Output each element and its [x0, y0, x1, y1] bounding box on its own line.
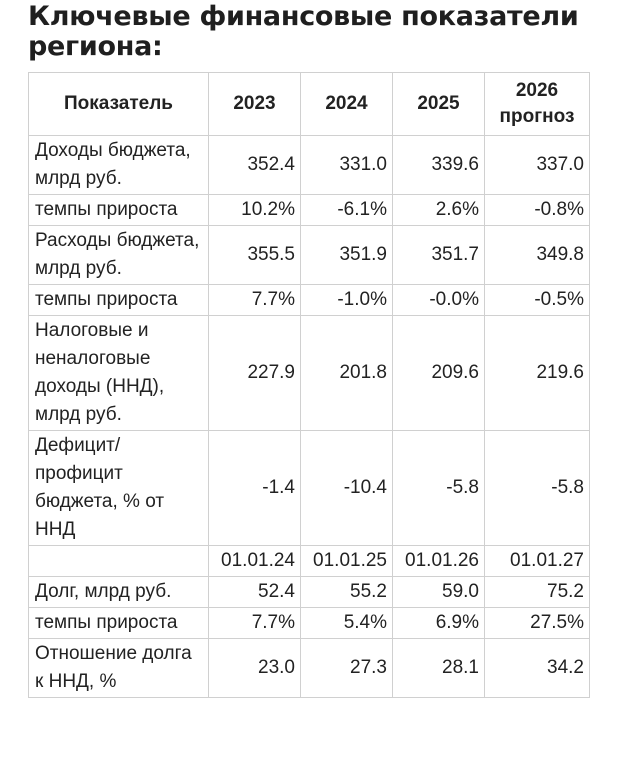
table-cell: 339.6 [392, 135, 485, 195]
table-cell: -5.8 [392, 430, 485, 546]
table-cell: 351.9 [300, 225, 393, 285]
table-cell: 337.0 [484, 135, 590, 195]
row-label-debt-to-revenue: Отношение долга к ННД, % [28, 638, 209, 698]
table-row: 01.01.24 01.01.25 01.01.26 01.01.27 [28, 545, 590, 577]
table-cell: 10.2% [208, 194, 301, 226]
table-cell: -0.8% [484, 194, 590, 226]
table-cell: 27.5% [484, 607, 590, 639]
table-cell: -6.1% [300, 194, 393, 226]
table-cell: 5.4% [300, 607, 393, 639]
column-header-indicator: Показатель [28, 72, 209, 136]
financial-indicators-table: Показатель 2023 2024 2025 2026 прогноз Д… [28, 72, 590, 698]
table-row: Доходы бюджета, млрд руб. 352.4 331.0 33… [28, 135, 590, 195]
row-label-empty [28, 545, 209, 577]
table-cell: 7.7% [208, 607, 301, 639]
table-cell: 01.01.26 [392, 545, 485, 577]
table-row: Дефицит/ профицит бюджета, % от ННД -1.4… [28, 430, 590, 546]
table-cell: 6.9% [392, 607, 485, 639]
table-cell: -0.0% [392, 284, 485, 316]
table-cell: 7.7% [208, 284, 301, 316]
row-label-debt: Долг, млрд руб. [28, 576, 209, 608]
table-cell: -1.0% [300, 284, 393, 316]
table-cell: 349.8 [484, 225, 590, 285]
table-cell: 55.2 [300, 576, 393, 608]
table-cell: 352.4 [208, 135, 301, 195]
row-label-budget-expenses: Расходы бюджета, млрд руб. [28, 225, 209, 285]
table-cell: -0.5% [484, 284, 590, 316]
row-label-tax-nontax-revenue: Налоговые и неналоговые доходы (ННД), мл… [28, 315, 209, 431]
table-cell: 01.01.24 [208, 545, 301, 577]
table-cell: 355.5 [208, 225, 301, 285]
table-cell: 52.4 [208, 576, 301, 608]
page-title: Ключевые финансовые показатели региона: [28, 1, 579, 62]
table-cell: 201.8 [300, 315, 393, 431]
table-cell: -1.4 [208, 430, 301, 546]
table-cell: 227.9 [208, 315, 301, 431]
row-label-revenue-growth: темпы прироста [28, 194, 209, 226]
table-cell: 219.6 [484, 315, 590, 431]
row-label-debt-growth: темпы прироста [28, 607, 209, 639]
table-row: темпы прироста 10.2% -6.1% 2.6% -0.8% [28, 194, 590, 226]
row-label-expenses-growth: темпы прироста [28, 284, 209, 316]
table-row: темпы прироста 7.7% 5.4% 6.9% 27.5% [28, 607, 590, 639]
table-row: Налоговые и неналоговые доходы (ННД), мл… [28, 315, 590, 431]
column-header-2025: 2025 [392, 72, 485, 136]
column-header-2026-forecast: 2026 прогноз [484, 72, 590, 136]
table-row: Долг, млрд руб. 52.4 55.2 59.0 75.2 [28, 576, 590, 608]
table-cell: 27.3 [300, 638, 393, 698]
row-label-deficit-surplus: Дефицит/ профицит бюджета, % от ННД [28, 430, 209, 546]
table-cell: -5.8 [484, 430, 590, 546]
table-cell: 23.0 [208, 638, 301, 698]
table-header-row: Показатель 2023 2024 2025 2026 прогноз [28, 72, 590, 136]
table-cell: 351.7 [392, 225, 485, 285]
table-cell: 331.0 [300, 135, 393, 195]
column-header-2024: 2024 [300, 72, 393, 136]
row-label-budget-revenue: Доходы бюджета, млрд руб. [28, 135, 209, 195]
table-cell: 59.0 [392, 576, 485, 608]
table-row: Отношение долга к ННД, % 23.0 27.3 28.1 … [28, 638, 590, 698]
table-cell: -10.4 [300, 430, 393, 546]
table-row: Расходы бюджета, млрд руб. 355.5 351.9 3… [28, 225, 590, 285]
table-row: темпы прироста 7.7% -1.0% -0.0% -0.5% [28, 284, 590, 316]
table-cell: 01.01.27 [484, 545, 590, 577]
table-cell: 01.01.25 [300, 545, 393, 577]
table-cell: 34.2 [484, 638, 590, 698]
table-cell: 75.2 [484, 576, 590, 608]
table-cell: 2.6% [392, 194, 485, 226]
table-cell: 28.1 [392, 638, 485, 698]
column-header-2023: 2023 [208, 72, 301, 136]
table-cell: 209.6 [392, 315, 485, 431]
